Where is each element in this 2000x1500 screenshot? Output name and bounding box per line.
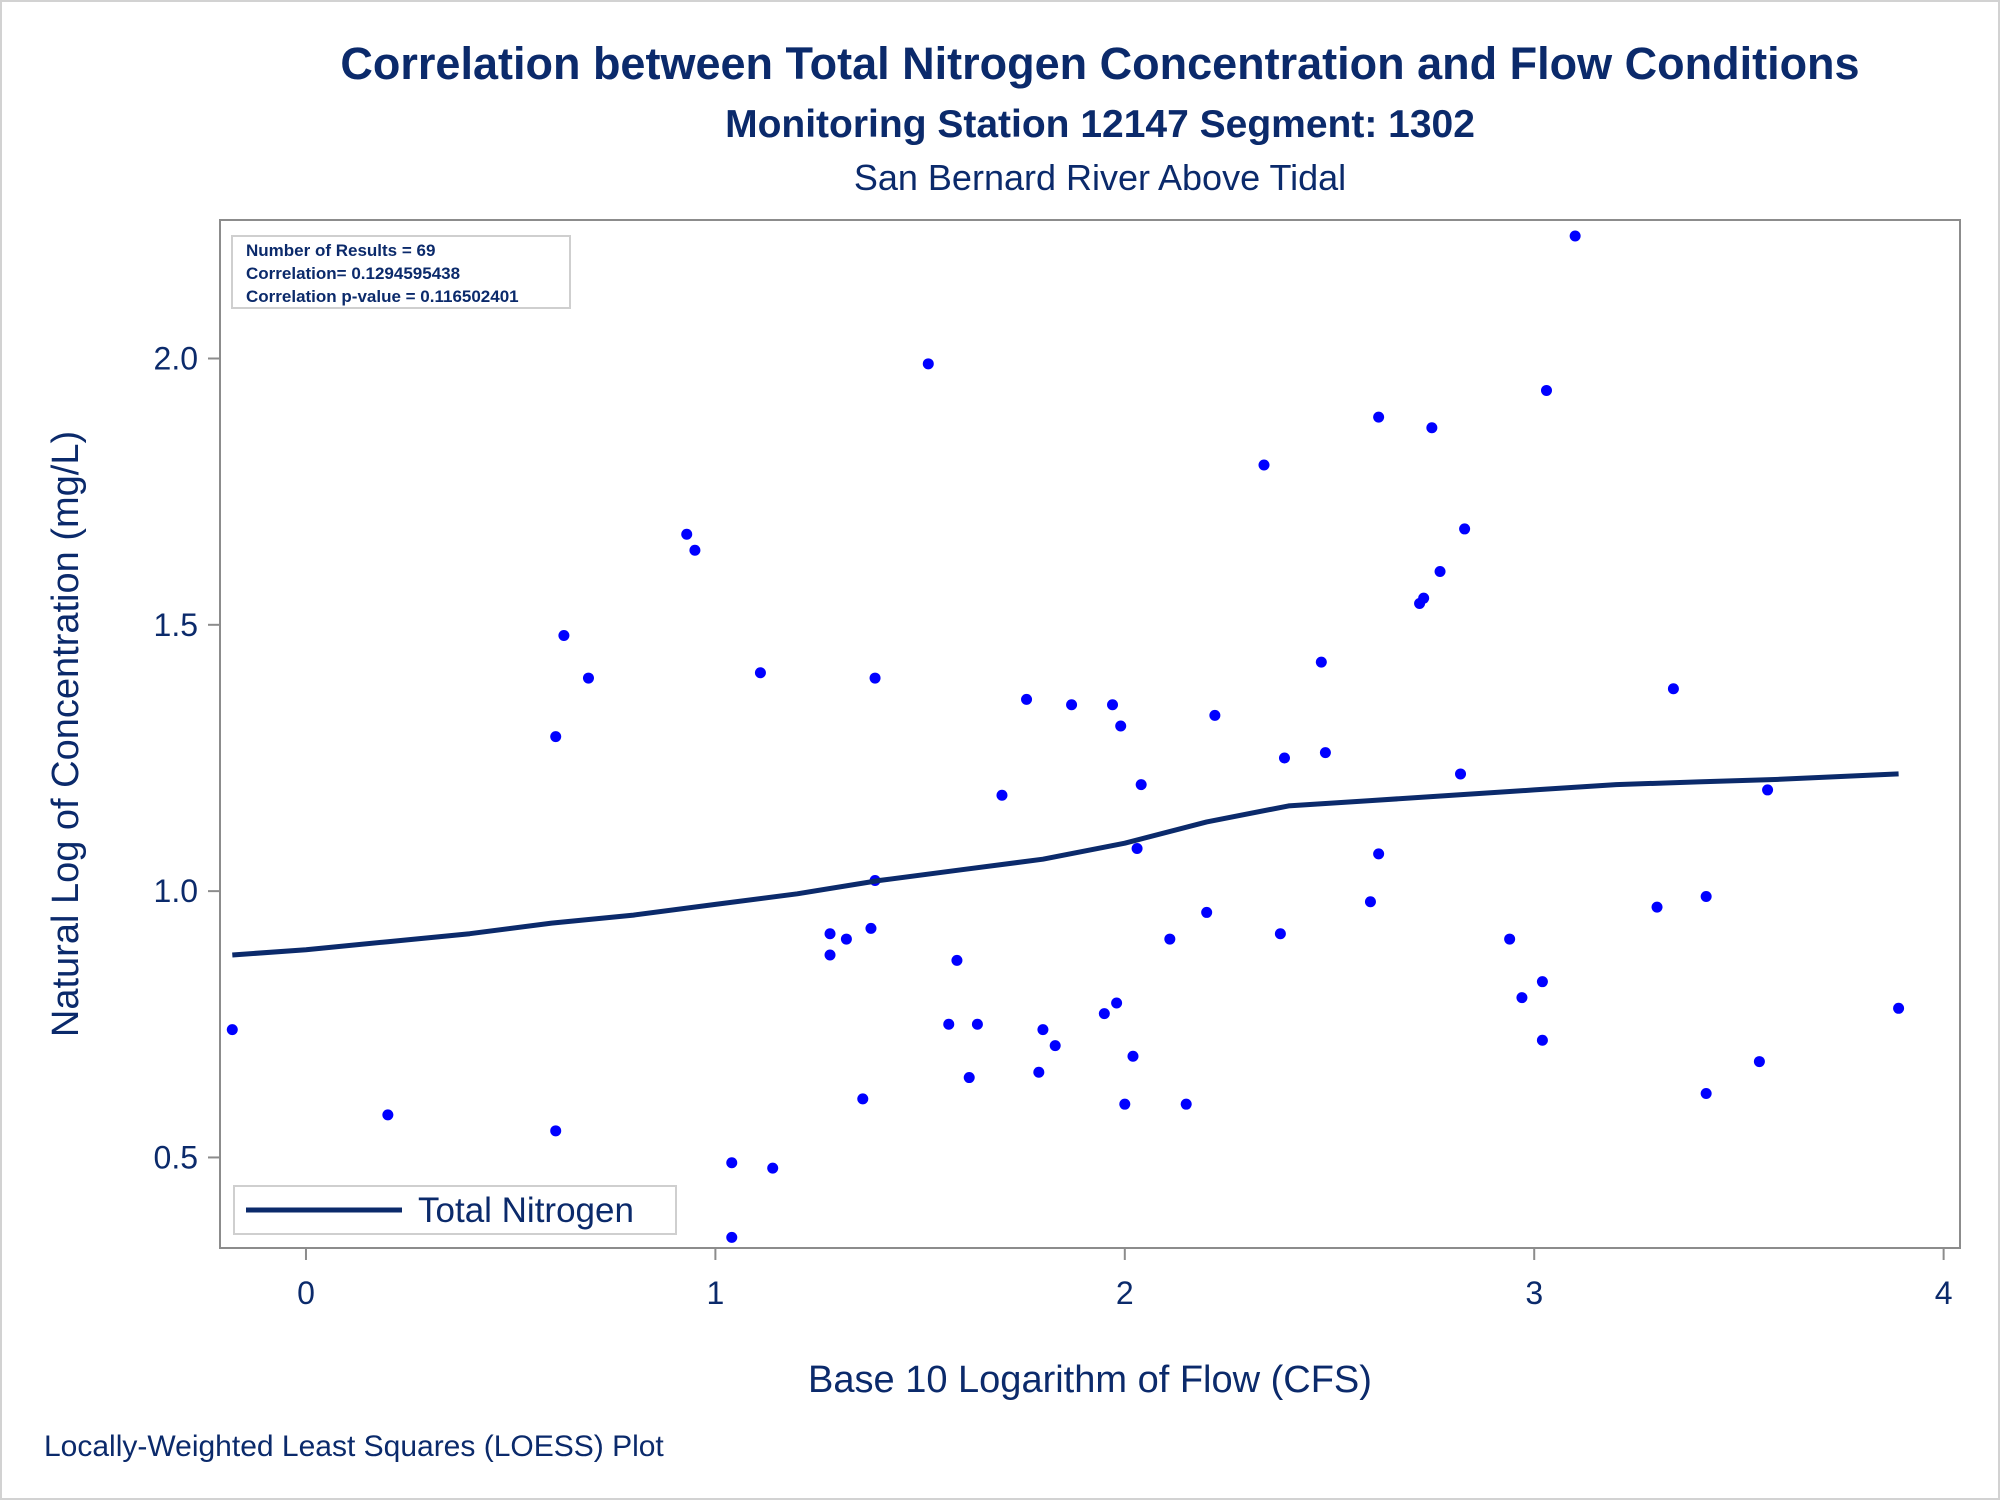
loess-lines — [232, 771, 1899, 958]
data-point — [1209, 709, 1221, 721]
data-point — [1037, 1024, 1049, 1036]
y-tick-label: 1.5 — [154, 607, 198, 643]
data-point — [1274, 928, 1286, 940]
data-point — [550, 731, 562, 743]
chart-subtitle: Monitoring Station 12147 Segment: 1302 — [725, 103, 1475, 146]
x-tick-label: 2 — [1116, 1275, 1134, 1311]
stats-correlation: Correlation= 0.1294595438 — [246, 264, 460, 283]
data-point — [1319, 747, 1331, 759]
data-point — [1516, 992, 1528, 1004]
data-point — [1180, 1098, 1192, 1110]
data-point — [1569, 230, 1581, 242]
data-point — [1418, 592, 1430, 604]
data-point — [1115, 720, 1127, 732]
data-point — [1033, 1066, 1045, 1078]
data-point — [840, 933, 852, 945]
data-point — [1753, 1056, 1765, 1068]
data-point — [865, 922, 877, 934]
data-point — [1201, 906, 1213, 918]
data-point — [689, 544, 701, 556]
y-axis-label: Natural Log of Concentration (mg/L) — [45, 431, 87, 1037]
data-point — [1021, 693, 1033, 705]
data-point — [1049, 1040, 1061, 1052]
data-point — [550, 1125, 562, 1137]
chart-title: Correlation between Total Nitrogen Conce… — [340, 38, 1860, 89]
data-point — [1135, 779, 1147, 791]
data-point — [1426, 422, 1438, 434]
data-point — [1373, 848, 1385, 860]
data-point — [726, 1231, 738, 1243]
data-point — [382, 1109, 394, 1121]
data-point — [582, 672, 594, 684]
data-point — [1651, 901, 1663, 913]
data-point — [971, 1018, 983, 1030]
data-point — [1536, 1034, 1548, 1046]
y-tick-label: 0.5 — [154, 1139, 198, 1175]
data-point — [996, 789, 1008, 801]
data-point — [1258, 459, 1270, 471]
data-point — [1762, 784, 1774, 796]
data-point — [767, 1162, 779, 1174]
data-point — [754, 667, 766, 679]
data-point — [1131, 843, 1143, 855]
x-axis: 0 1 2 3 4 — [297, 1248, 1953, 1311]
data-point — [1455, 768, 1467, 780]
x-tick-label: 0 — [297, 1275, 315, 1311]
data-point — [1459, 523, 1471, 535]
data-point — [226, 1024, 238, 1036]
legend-label: Total Nitrogen — [418, 1191, 634, 1230]
y-tick-label: 1.0 — [154, 873, 198, 909]
data-point — [951, 954, 963, 966]
y-axis: 0.5 1.0 1.5 2.0 — [154, 340, 220, 1175]
data-point — [1364, 896, 1376, 908]
data-point — [1536, 976, 1548, 988]
data-point — [1127, 1050, 1139, 1062]
data-point — [824, 949, 836, 961]
x-tick-label: 4 — [1935, 1275, 1953, 1311]
data-point — [1540, 384, 1552, 396]
legend: Total Nitrogen — [233, 1185, 677, 1235]
data-point — [857, 1093, 869, 1105]
footnote: Locally-Weighted Least Squares (LOESS) P… — [44, 1430, 664, 1463]
stats-box-border — [231, 235, 571, 309]
data-point — [1107, 699, 1119, 711]
data-point — [726, 1157, 738, 1169]
x-axis-label: Base 10 Logarithm of Flow (CFS) — [808, 1359, 1372, 1401]
data-point — [1278, 752, 1290, 764]
data-point — [1098, 1008, 1110, 1020]
x-tick-label: 1 — [706, 1275, 724, 1311]
data-point — [1315, 656, 1327, 668]
stats-count: Number of Results = 69 — [246, 241, 435, 260]
y-tick-label: 2.0 — [154, 340, 198, 376]
plot-area — [219, 219, 1961, 1249]
data-point — [558, 629, 570, 641]
data-point — [1119, 1098, 1131, 1110]
data-point — [1164, 933, 1176, 945]
data-point — [1893, 1002, 1905, 1014]
x-tick-label: 3 — [1525, 1275, 1543, 1311]
data-point — [1667, 683, 1679, 695]
data-point — [1111, 997, 1123, 1009]
data-point — [824, 928, 836, 940]
data-points — [226, 230, 1905, 1243]
stats-box: Number of Results = 69 Correlation= 0.12… — [231, 235, 571, 309]
loess-line-total-nitrogen — [232, 771, 1899, 958]
stats-p-value: Correlation p-value = 0.116502401 — [246, 287, 519, 306]
data-point — [1700, 1088, 1712, 1100]
data-point — [1434, 566, 1446, 578]
data-point — [1504, 933, 1516, 945]
data-point — [1373, 411, 1385, 423]
data-point — [943, 1018, 955, 1030]
data-point — [922, 358, 934, 370]
data-point — [1066, 699, 1078, 711]
data-point — [681, 528, 693, 540]
data-point — [1700, 890, 1712, 902]
data-point — [963, 1072, 975, 1084]
chart-subtitle-2: San Bernard River Above Tidal — [853, 157, 1347, 198]
data-point — [869, 672, 881, 684]
